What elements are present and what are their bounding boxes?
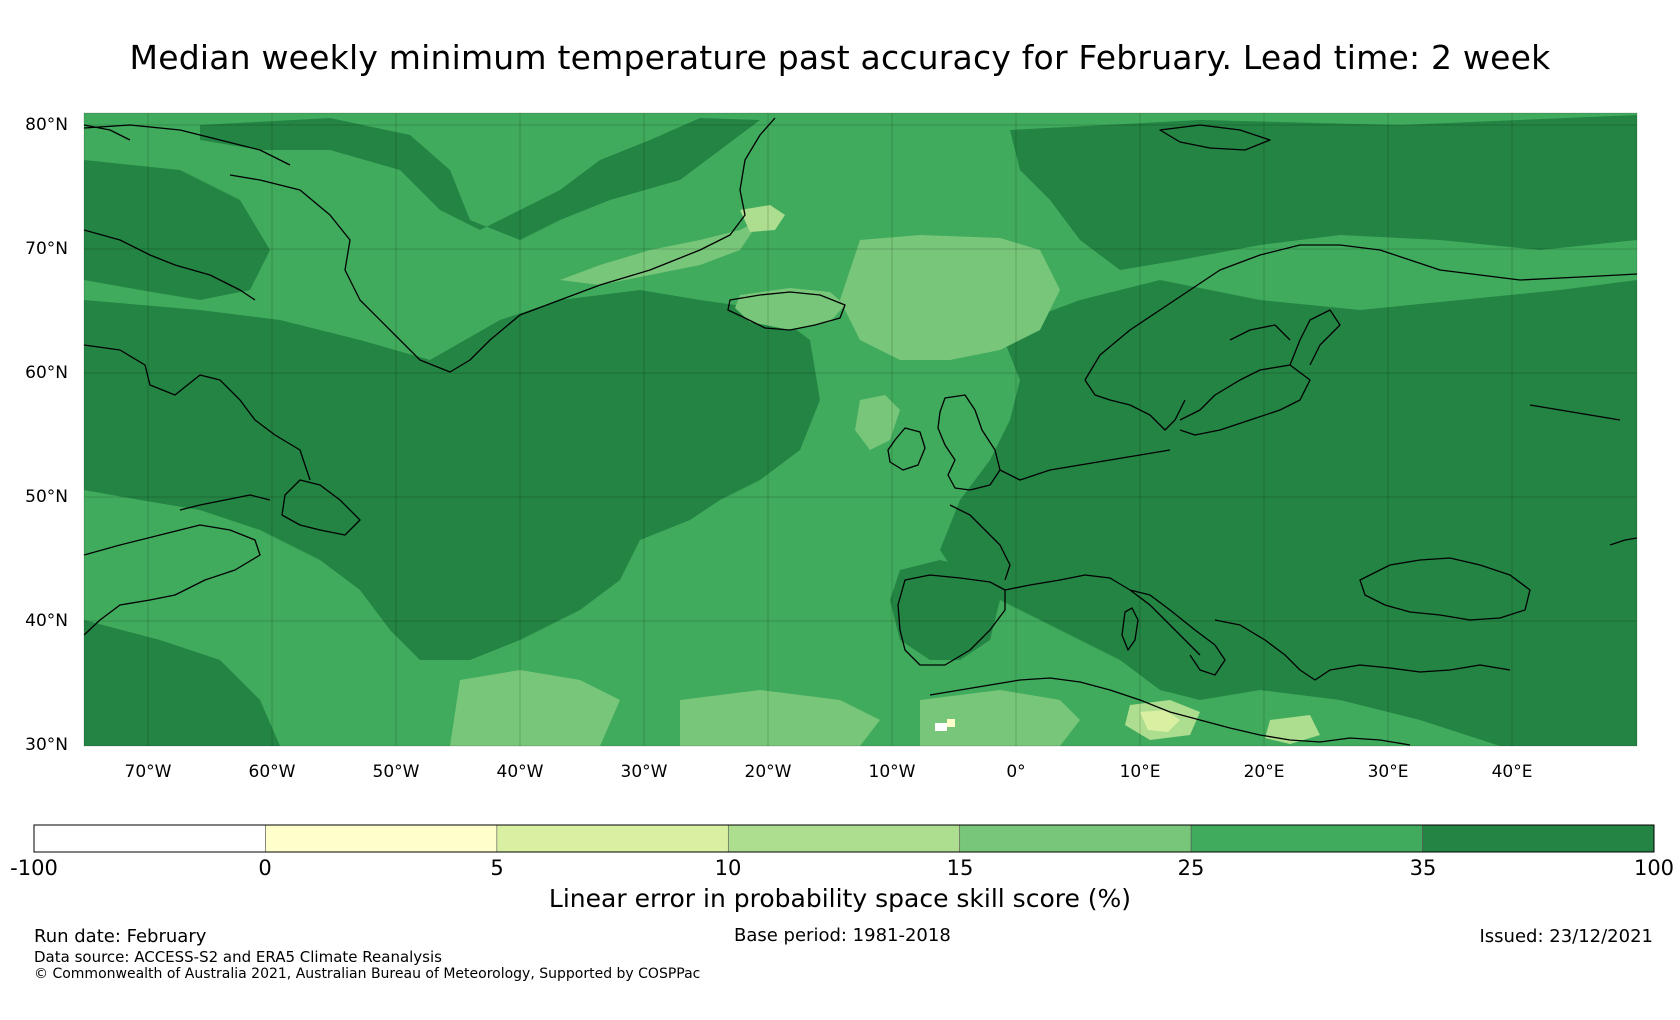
coastline-east-river bbox=[1529, 404, 1621, 421]
skill-region-sahara-2 bbox=[1140, 710, 1180, 732]
colorbar-tick-0: 0 bbox=[258, 856, 272, 880]
skill-region-canada-south bbox=[84, 620, 280, 746]
coastline-norway-south bbox=[1084, 379, 1186, 431]
coastline-iberia bbox=[897, 574, 1006, 666]
lon-label-50w: 50°W bbox=[372, 762, 420, 782]
skill-region-subtropical-2 bbox=[680, 690, 880, 746]
run-date: Run date: February bbox=[34, 926, 207, 947]
colorbar-segment-3 bbox=[727, 824, 961, 853]
lat-label-60n: 60°N bbox=[25, 363, 68, 383]
base-period: Base period: 1981-2018 bbox=[734, 925, 951, 946]
coastline-finland bbox=[1289, 309, 1341, 366]
skill-region-norwegian-sea bbox=[840, 235, 1060, 360]
coastline-france-west bbox=[949, 504, 1011, 581]
skill-cell-low bbox=[947, 719, 955, 727]
coastline-newfoundland bbox=[281, 479, 361, 536]
coastline-gulf-bothnia bbox=[1229, 324, 1291, 341]
colorbar-tick-100: 100 bbox=[1633, 856, 1675, 880]
coastline-nova-scotia bbox=[84, 524, 261, 636]
lon-label-40w: 40°W bbox=[496, 762, 544, 782]
coastline-iceland bbox=[727, 291, 846, 331]
colorbar-segment-1 bbox=[265, 824, 498, 853]
lon-label-20w: 20°W bbox=[744, 762, 792, 782]
skill-region-labrador bbox=[84, 160, 270, 300]
colorbar-segment-2 bbox=[496, 824, 729, 853]
colorbar-tick-25: 25 bbox=[1177, 856, 1205, 880]
coastline-caspian bbox=[1609, 537, 1637, 546]
skill-region-iceland bbox=[735, 288, 845, 330]
issued-date: Issued: 23/12/2021 bbox=[1479, 926, 1653, 947]
lon-label-0: 0° bbox=[1006, 762, 1026, 782]
lat-label-70n: 70°N bbox=[25, 239, 68, 259]
coastline-mediterranean-north bbox=[1004, 574, 1201, 656]
map-frame bbox=[83, 112, 1638, 747]
colorbar-segment-4 bbox=[959, 824, 1192, 853]
colorbar bbox=[33, 824, 1655, 853]
lon-label-40e: 40°E bbox=[1491, 762, 1533, 782]
coastline-turkey bbox=[1329, 664, 1511, 673]
coastline-baffin bbox=[84, 229, 256, 301]
coastlines bbox=[84, 117, 1637, 746]
colorbar-tick-15: 15 bbox=[946, 856, 974, 880]
copyright: © Commonwealth of Australia 2021, Austra… bbox=[34, 966, 701, 982]
coastline-arctic-islands bbox=[84, 124, 131, 141]
graticule bbox=[84, 113, 1637, 746]
coastline-continent-north bbox=[999, 449, 1171, 481]
lon-label-20e: 20°E bbox=[1243, 762, 1285, 782]
coastline-italy bbox=[1129, 589, 1226, 676]
lon-label-10e: 10°E bbox=[1119, 762, 1161, 782]
colorbar-tick-minus100: -100 bbox=[10, 856, 58, 880]
skill-region-sahara-3 bbox=[1265, 715, 1320, 744]
lat-label-40n: 40°N bbox=[25, 611, 68, 631]
coastline-scandinavia bbox=[1084, 244, 1637, 381]
skill-region-iberia bbox=[890, 560, 1000, 660]
lon-label-30e: 30°E bbox=[1367, 762, 1409, 782]
colorbar-segment-6 bbox=[1422, 824, 1655, 853]
lon-label-60w: 60°W bbox=[248, 762, 296, 782]
coastline-corsica-sardinia bbox=[1121, 607, 1139, 651]
lon-label-70w: 70°W bbox=[124, 762, 172, 782]
skill-region-greenland-east bbox=[740, 205, 785, 232]
coastline-balkans bbox=[1214, 619, 1331, 681]
coastline-britain bbox=[937, 394, 1001, 491]
colorbar-tick-35: 35 bbox=[1409, 856, 1437, 880]
lat-label-30n: 30°N bbox=[25, 735, 68, 755]
skill-region-denmark-strait bbox=[560, 220, 760, 285]
skill-region-subtropical-3 bbox=[920, 690, 1080, 746]
data-source: Data source: ACCESS-S2 and ERA5 Climate … bbox=[34, 948, 442, 966]
coastline-black-sea bbox=[1359, 557, 1531, 621]
coastline-labrador bbox=[84, 344, 311, 481]
lon-label-10w: 10°W bbox=[868, 762, 916, 782]
skill-region-subtropical-1 bbox=[450, 670, 620, 746]
skill-cell-negative bbox=[935, 723, 947, 731]
coastline-north-africa bbox=[929, 677, 1411, 746]
skill-region-north-sea bbox=[1010, 115, 1637, 270]
chart-title: Median weekly minimum temperature past a… bbox=[129, 38, 1551, 77]
skill-region-atlantic bbox=[84, 290, 820, 660]
colorbar-tick-5: 5 bbox=[490, 856, 504, 880]
coastline-svalbard bbox=[1159, 124, 1271, 151]
colorbar-frame bbox=[33, 824, 1655, 853]
coastline-ireland bbox=[887, 427, 926, 471]
skill-region-greenland bbox=[200, 118, 760, 240]
lat-label-50n: 50°N bbox=[25, 487, 68, 507]
colorbar-segment-5 bbox=[1190, 824, 1423, 853]
colorbar-label: Linear error in probability space skill … bbox=[548, 884, 1132, 913]
coastline-greenland bbox=[229, 117, 776, 373]
skill-region-west-europe-coast bbox=[855, 395, 900, 450]
coastline-baltic bbox=[1179, 364, 1311, 436]
colorbar-tick-10: 10 bbox=[714, 856, 742, 880]
colorbar-segment-0 bbox=[33, 824, 266, 853]
coastline-baffin-north bbox=[84, 124, 291, 166]
skill-region-europe bbox=[940, 280, 1637, 746]
coastline-gulf-st-lawrence bbox=[179, 494, 271, 511]
lon-label-30w: 30°W bbox=[620, 762, 668, 782]
lat-label-80n: 80°N bbox=[25, 115, 68, 135]
